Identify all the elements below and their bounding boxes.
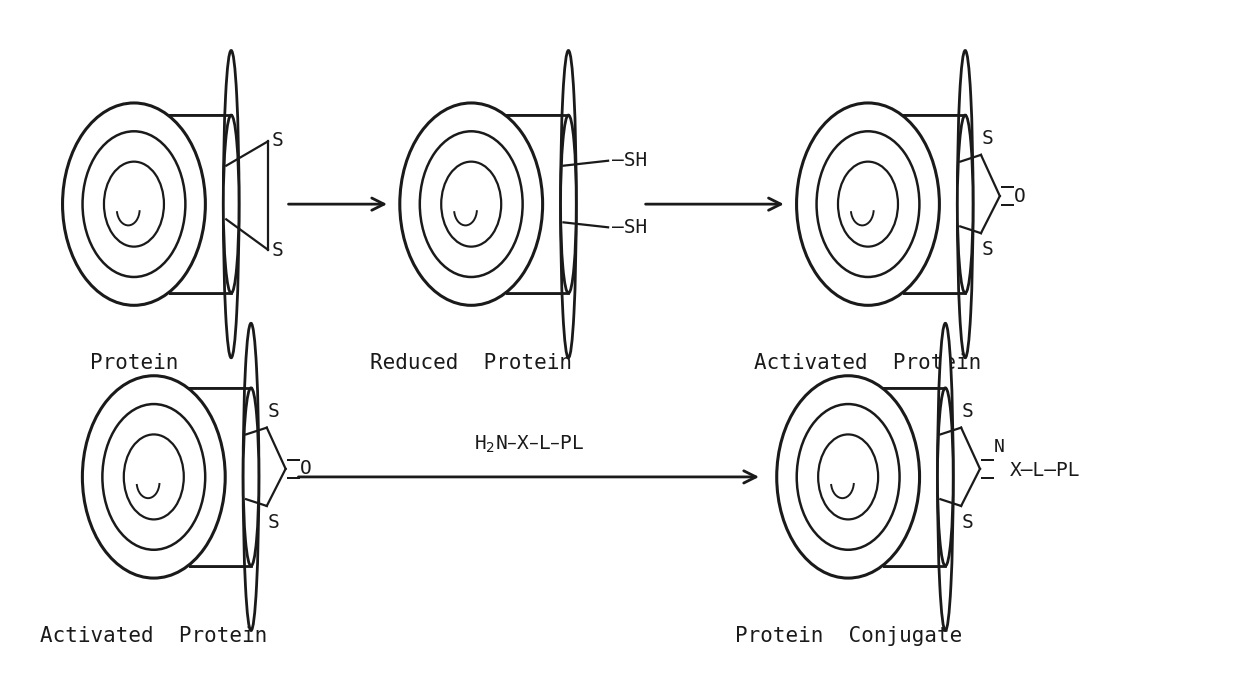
Text: N: N [993, 438, 1004, 456]
Ellipse shape [104, 162, 164, 246]
Text: S: S [982, 129, 993, 148]
Ellipse shape [818, 434, 878, 519]
Ellipse shape [560, 50, 577, 358]
Text: O: O [300, 460, 311, 478]
Ellipse shape [124, 434, 184, 519]
Ellipse shape [243, 388, 259, 566]
Ellipse shape [82, 376, 226, 578]
Text: H$_2$N–X–L–PL: H$_2$N–X–L–PL [474, 434, 584, 455]
FancyBboxPatch shape [884, 388, 945, 566]
Ellipse shape [560, 115, 577, 293]
Text: S: S [272, 131, 284, 150]
FancyBboxPatch shape [507, 115, 568, 293]
Ellipse shape [838, 162, 898, 246]
Text: –SH: –SH [613, 151, 647, 170]
Ellipse shape [103, 404, 205, 550]
Ellipse shape [83, 131, 185, 277]
Ellipse shape [62, 103, 206, 305]
FancyBboxPatch shape [904, 115, 965, 293]
Text: Activated  Protein: Activated Protein [754, 353, 982, 373]
Ellipse shape [796, 103, 940, 305]
Text: O: O [1013, 186, 1025, 206]
Text: S: S [268, 402, 279, 420]
Ellipse shape [399, 103, 543, 305]
Text: S: S [962, 513, 973, 532]
FancyBboxPatch shape [170, 115, 231, 293]
Text: S: S [962, 402, 973, 420]
Text: S: S [272, 241, 284, 260]
Text: Protein  Conjugate: Protein Conjugate [734, 625, 962, 646]
Ellipse shape [441, 162, 501, 246]
Ellipse shape [223, 50, 239, 358]
FancyBboxPatch shape [190, 388, 250, 566]
Ellipse shape [817, 131, 919, 277]
Ellipse shape [243, 323, 259, 630]
Text: Activated  Protein: Activated Protein [40, 625, 268, 646]
Ellipse shape [957, 50, 973, 358]
Text: S: S [268, 513, 279, 532]
Text: X–L–PL: X–L–PL [1009, 462, 1080, 480]
Ellipse shape [223, 115, 239, 293]
Ellipse shape [957, 115, 973, 293]
Text: –SH: –SH [613, 218, 647, 237]
Text: S: S [982, 240, 993, 259]
Text: Protein: Protein [89, 353, 179, 373]
Ellipse shape [420, 131, 522, 277]
Ellipse shape [797, 404, 899, 550]
Ellipse shape [937, 323, 954, 630]
Text: Reduced  Protein: Reduced Protein [371, 353, 572, 373]
Ellipse shape [776, 376, 920, 578]
Ellipse shape [937, 388, 954, 566]
